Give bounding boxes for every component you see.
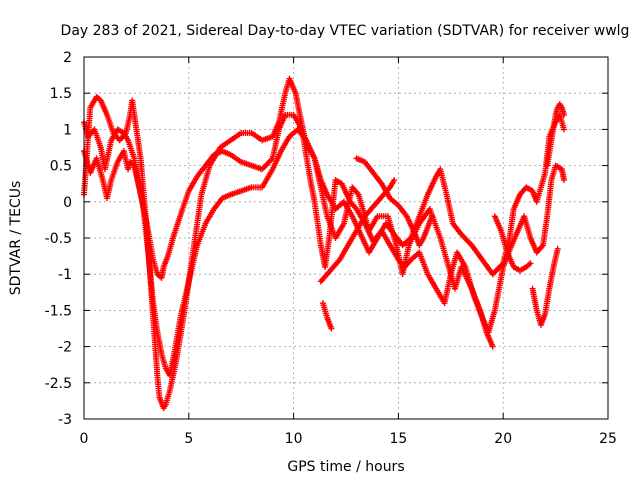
x-axis-label: GPS time / hours (287, 459, 404, 475)
y-tick-label: 2 (63, 50, 72, 66)
x-tick-label: 10 (285, 431, 303, 447)
data-point-marker (527, 260, 534, 267)
y-tick-label: 0 (63, 195, 72, 211)
data-point-marker (560, 126, 567, 133)
data-point-marker (560, 177, 567, 184)
data-point-marker (428, 213, 435, 220)
data-point-marker (560, 111, 567, 118)
y-tick-label: 1.5 (50, 86, 72, 102)
data-points (81, 75, 567, 412)
y-tick-label: -1 (58, 267, 72, 283)
x-tick-label: 5 (184, 431, 193, 447)
tick-labels: 0 5 10 15 20 25 2 1.5 1 0.5 0 -0.5 -1 -1.5 -2 -2.5 -3 (45, 50, 617, 447)
data-point-marker (391, 177, 398, 184)
x-tick-label: 15 (389, 431, 407, 447)
data-point-marker (554, 245, 561, 252)
y-tick-label: -2 (58, 340, 72, 356)
y-tick-label: -2.5 (45, 376, 72, 392)
x-tick-label: 25 (599, 431, 617, 447)
y-axis-label: SDTVAR / TECUs (8, 181, 24, 296)
y-tick-label: -0.5 (45, 231, 72, 247)
chart-title: Day 283 of 2021, Sidereal Day-to-day VTE… (61, 23, 630, 39)
data-point-marker (328, 325, 335, 332)
plot-frame (83, 56, 609, 420)
y-tick-label: 1 (63, 122, 72, 138)
data-point-marker (489, 343, 496, 350)
x-tick-label: 20 (494, 431, 512, 447)
y-tick-label: -1.5 (45, 303, 72, 319)
y-tick-label: 0.5 (50, 159, 72, 175)
y-tick-label: -3 (58, 412, 72, 428)
x-tick-label: 0 (80, 431, 89, 447)
